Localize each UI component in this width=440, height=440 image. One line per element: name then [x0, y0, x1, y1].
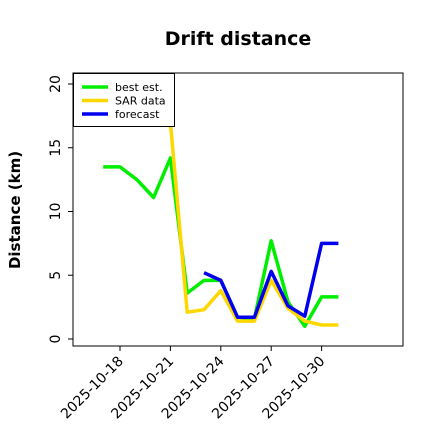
y-axis-label: Distance (km)	[6, 151, 24, 269]
series-line-forecast	[203, 241, 339, 320]
legend-label: best est.	[115, 81, 163, 94]
legend-label: forecast	[115, 108, 160, 121]
legend-label: SAR data	[115, 95, 166, 108]
series-line-sar-data	[168, 122, 339, 327]
y-tick-label: 5	[48, 271, 64, 280]
y-tick-label: 15	[48, 139, 64, 157]
y-tick-label: 10	[48, 203, 64, 221]
chart-title: Drift distance	[165, 28, 312, 50]
y-tick-label: 20	[48, 75, 64, 93]
series-layer	[103, 122, 339, 329]
y-tick-label: 0	[48, 335, 64, 344]
